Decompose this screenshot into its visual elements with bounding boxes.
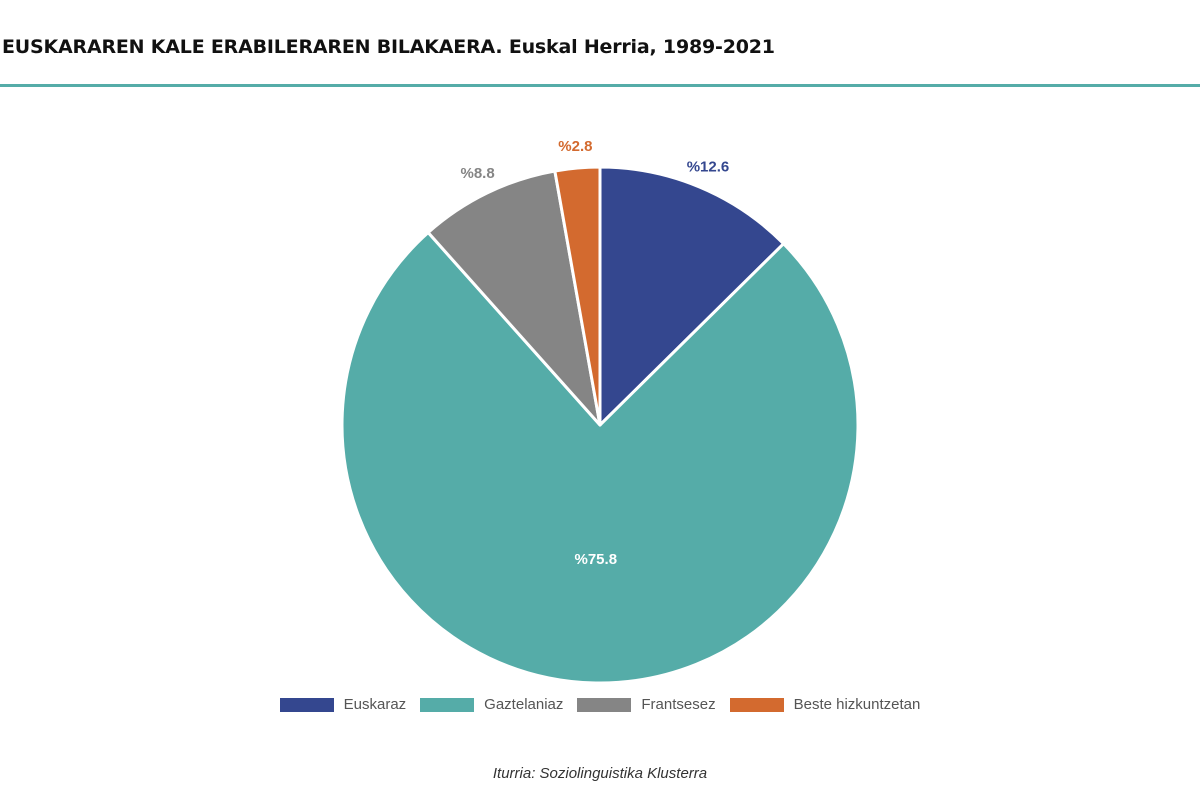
pie-slice-euskaraz xyxy=(598,165,786,427)
pie-slice-frantsesez xyxy=(426,169,602,427)
legend-item-gaztelaniaz: Gaztelaniaz xyxy=(420,696,563,713)
legend-label-frantsesez: Frantsesez xyxy=(641,696,716,713)
data-label-euskaraz: %12.6 xyxy=(687,159,730,176)
title-divider xyxy=(0,84,1200,87)
pie-chart: %12.6 %75.8 %8.8 %2.8 xyxy=(340,138,860,685)
legend-item-beste-hizkuntzetan: Beste hizkuntzetan xyxy=(729,696,921,713)
legend-swatch-euskaraz xyxy=(279,697,334,712)
chart-title-main: EUSKARAREN KALE ERABILERAREN BILAKAERA. xyxy=(2,36,503,58)
legend-swatch-frantsesez xyxy=(577,697,632,712)
legend-swatch-gaztelaniaz xyxy=(420,697,475,712)
data-label-gaztelaniaz: %75.8 xyxy=(575,551,618,568)
legend-swatch-beste-hizkuntzetan xyxy=(729,697,784,712)
data-label-frantsesez: %8.8 xyxy=(461,165,495,182)
legend-item-euskaraz: Euskaraz xyxy=(279,696,407,713)
chart-title-sub: Euskal Herria, 1989-2021 xyxy=(508,36,775,58)
chart-title: EUSKARAREN KALE ERABILERAREN BILAKAERA. … xyxy=(2,36,775,58)
source-note: Iturria: Soziolinguistika Klusterra xyxy=(492,765,708,782)
legend-label-beste-hizkuntzetan: Beste hizkuntzetan xyxy=(793,696,921,713)
pie-slice-beste-hizkuntzetan xyxy=(553,165,602,427)
legend-label-gaztelaniaz: Gaztelaniaz xyxy=(484,696,564,713)
pie-slice-gaztelaniaz xyxy=(340,231,860,685)
chart-legend: Euskaraz Gaztelaniaz Frantsesez Beste hi… xyxy=(0,696,1200,713)
data-label-beste-hizkuntzetan: %2.8 xyxy=(558,138,592,155)
chart-area: %12.6 %75.8 %8.8 %2.8 xyxy=(0,100,1200,700)
legend-label-euskaraz: Euskaraz xyxy=(343,696,407,713)
legend-item-frantsesez: Frantsesez xyxy=(577,696,716,713)
